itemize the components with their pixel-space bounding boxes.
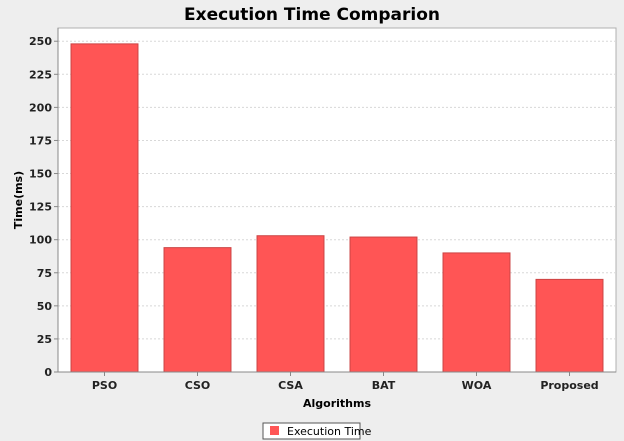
legend: Execution Time <box>262 422 372 440</box>
x-axis-label: Algorithms <box>303 397 371 410</box>
y-axis-ticks: 0 25 50 75 100 125 150 175 200 225 250 <box>29 35 58 379</box>
bar-pso <box>70 43 139 373</box>
x-axis-ticks: PSO CSO CSA BAT WOA Proposed <box>92 372 599 392</box>
y-tick-label: 150 <box>29 168 52 181</box>
bars <box>70 43 604 373</box>
y-tick-label: 225 <box>29 68 52 81</box>
gridlines <box>58 40 616 340</box>
x-tick-label: CSA <box>278 379 303 392</box>
y-tick-label: 100 <box>29 234 52 247</box>
plot-area <box>57 27 617 373</box>
legend-swatch <box>270 426 279 435</box>
x-tick-label: WOA <box>462 379 492 392</box>
bar-cso <box>163 247 232 373</box>
x-tick-label: CSO <box>185 379 211 392</box>
y-tick-label: 75 <box>37 267 52 280</box>
chart-title: Execution Time Comparion <box>184 5 440 25</box>
bar-csa <box>256 235 325 373</box>
bar-woa <box>442 252 511 373</box>
x-tick-label: PSO <box>92 379 117 392</box>
bar-bat <box>349 236 418 373</box>
bar-proposed <box>535 278 604 373</box>
legend-box <box>262 422 361 440</box>
y-tick-label: 125 <box>29 201 52 214</box>
y-tick-label: 0 <box>44 366 52 379</box>
x-tick-label: BAT <box>372 379 396 392</box>
y-tick-label: 25 <box>37 333 52 346</box>
y-tick-label: 50 <box>37 300 53 313</box>
x-tick-label: Proposed <box>540 379 598 392</box>
y-tick-label: 200 <box>29 101 52 114</box>
y-tick-label: 175 <box>29 134 52 147</box>
y-tick-label: 250 <box>29 35 52 48</box>
y-axis-label: Time(ms) <box>12 171 25 229</box>
legend-label: Execution Time <box>287 425 372 438</box>
